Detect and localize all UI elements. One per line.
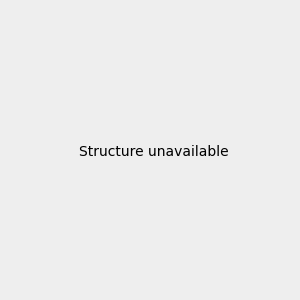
Text: Structure unavailable: Structure unavailable <box>79 145 229 158</box>
